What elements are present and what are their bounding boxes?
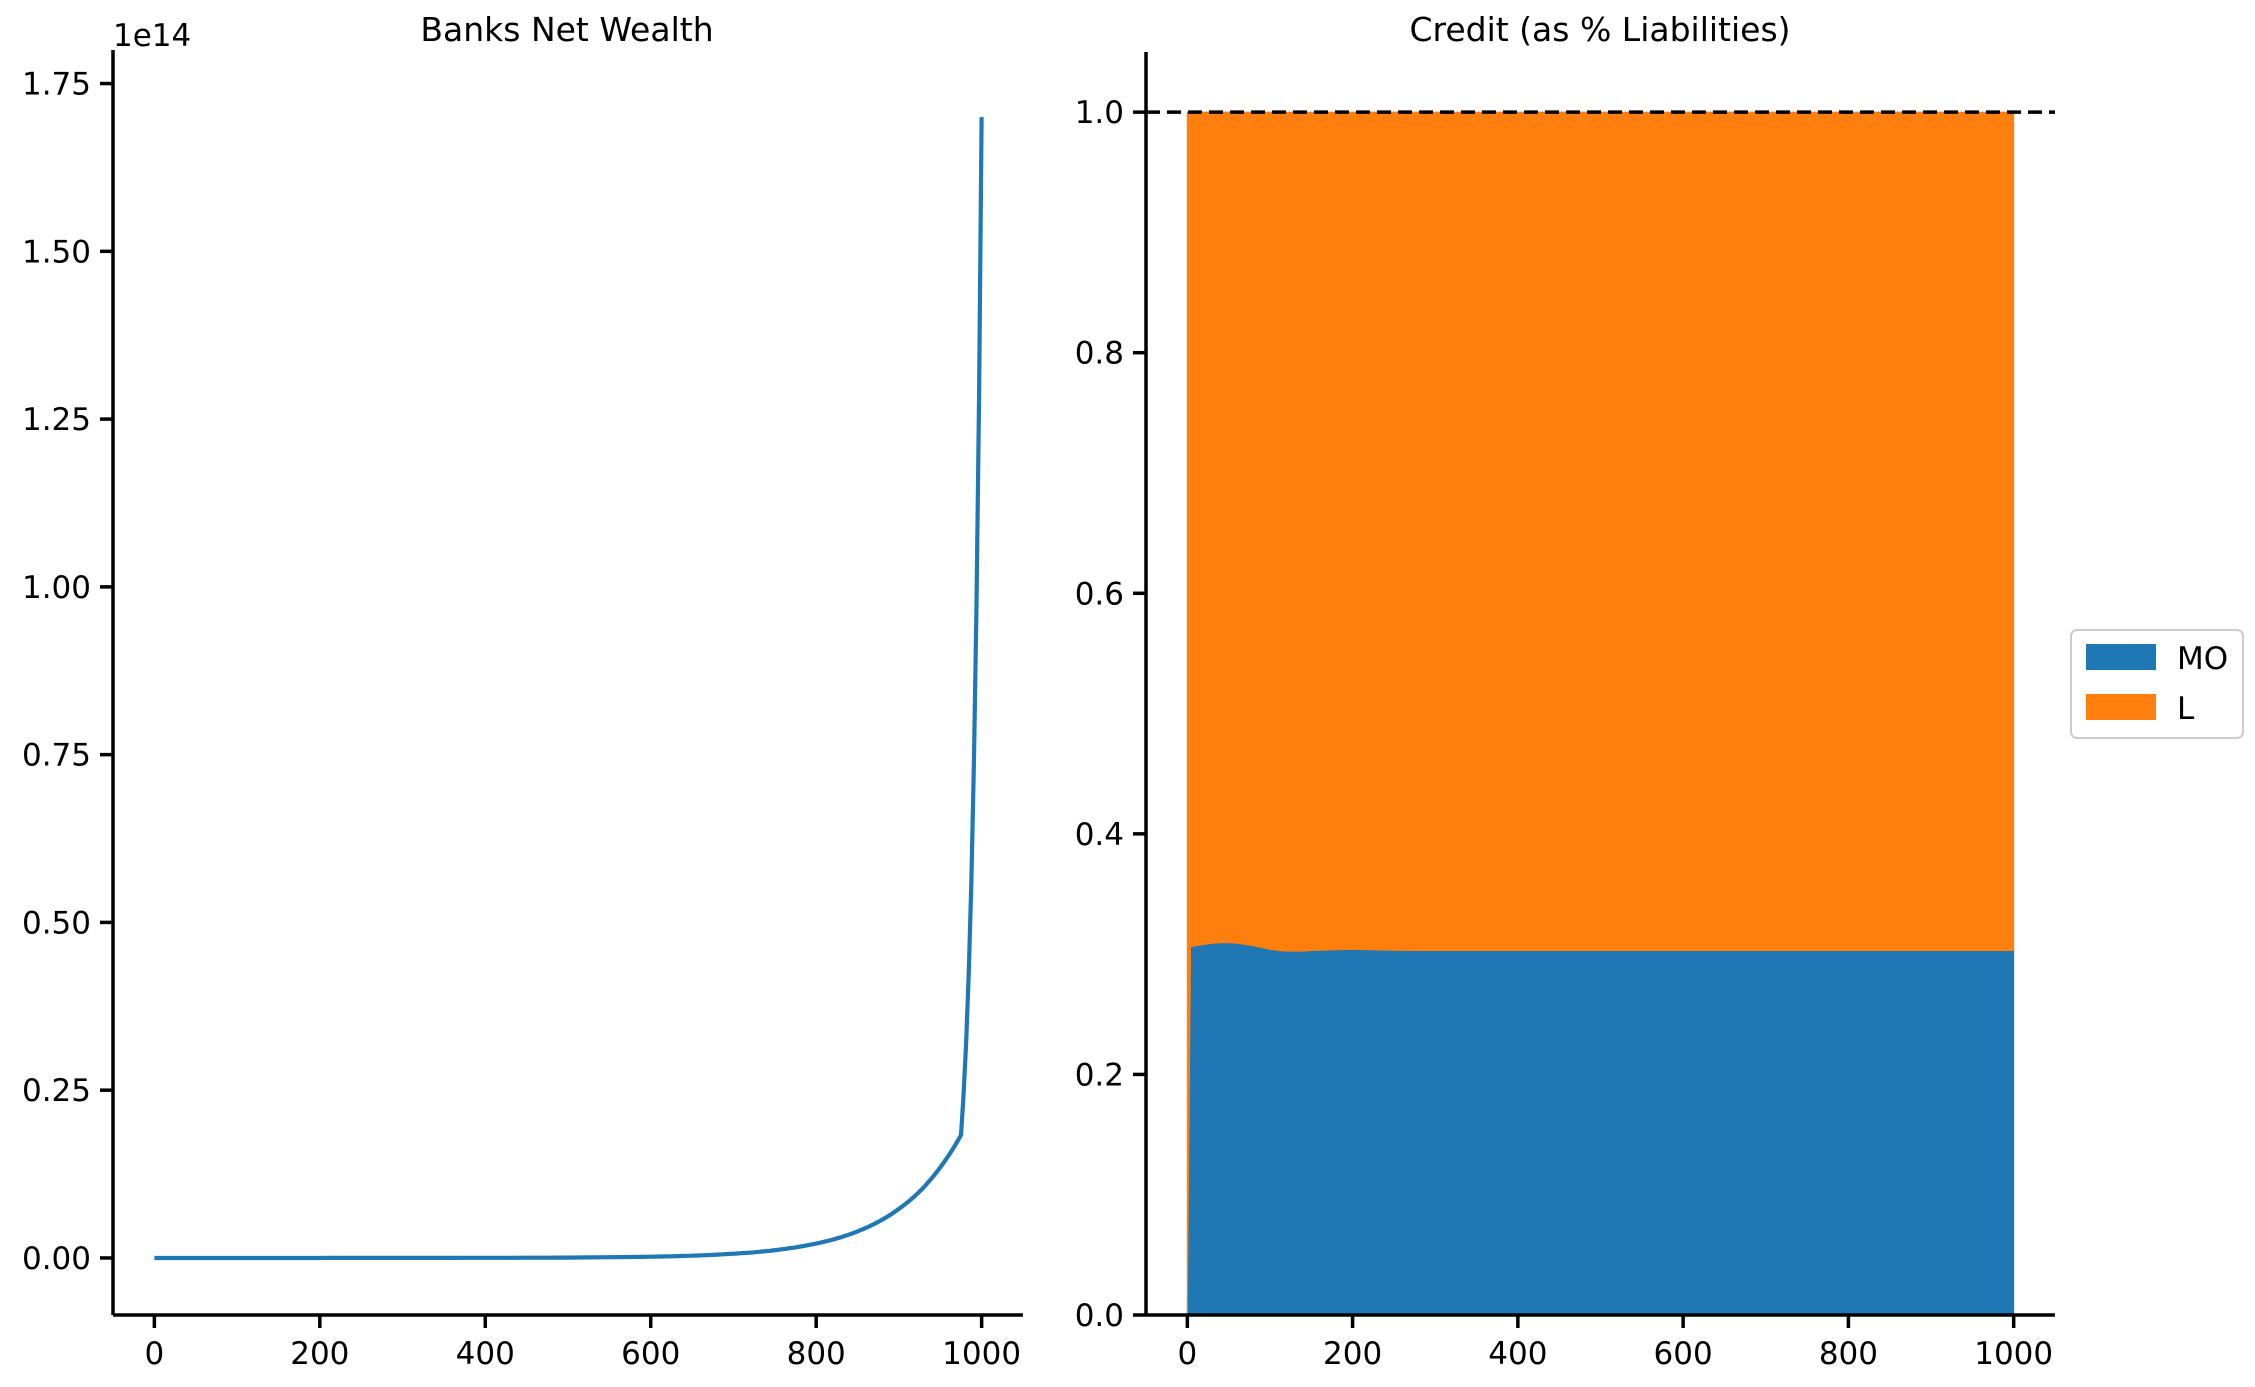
chart-banks-net-wealth: Banks Net Wealth 1e14 0 200 400 600 800 1000 …	[22, 10, 1023, 1372]
y-tick-label: 0.8	[1075, 336, 1124, 372]
legend-label-mo: MO	[2177, 641, 2228, 677]
x-axis-ticks: 0 200 400 600 800 1000	[1177, 1315, 2053, 1372]
y-tick-label: 0.75	[22, 738, 91, 774]
y-tick-label: 0.4	[1075, 817, 1124, 853]
y-tick-label: 0.0	[1075, 1298, 1124, 1334]
line-series-layer	[154, 117, 984, 1261]
x-tick-label: 400	[1488, 1336, 1547, 1372]
y-tick-label: 0.6	[1075, 576, 1124, 612]
x-tick-label: 800	[787, 1336, 846, 1372]
series-line	[154, 117, 984, 1261]
legend-swatch-l	[2086, 694, 2156, 720]
y-axis-ticks: 0.00 0.25 0.50 0.75 1.00 1.25 1.50 1.75	[22, 67, 113, 1277]
y-tick-label: 1.25	[22, 402, 91, 438]
legend-swatch-mo	[2086, 644, 2156, 670]
x-tick-label: 0	[1177, 1336, 1197, 1372]
y-tick-label: 1.0	[1075, 95, 1124, 131]
y-tick-label: 0.25	[22, 1073, 91, 1109]
area-band-mo	[1186, 942, 2015, 1316]
x-tick-label: 600	[1654, 1336, 1713, 1372]
x-tick-label: 1000	[1974, 1336, 2053, 1372]
legend: MO L	[2070, 629, 2244, 739]
y-tick-label: 0.2	[1075, 1057, 1124, 1093]
y-axis-offset-label: 1e14	[113, 18, 191, 54]
legend-label-l: L	[2177, 691, 2195, 727]
y-tick-label: 0.00	[22, 1241, 91, 1277]
x-axis-ticks: 0 200 400 600 800 1000	[144, 1315, 1021, 1372]
chart-title: Banks Net Wealth	[420, 10, 713, 49]
chart-credit-share: Credit (as % Liabilities) 0 200 400 600 800 1…	[1075, 10, 2055, 1372]
x-tick-label: 200	[290, 1336, 349, 1372]
x-tick-label: 800	[1819, 1336, 1878, 1372]
y-tick-label: 0.50	[22, 905, 91, 941]
x-tick-label: 200	[1323, 1336, 1382, 1372]
y-tick-label: 1.75	[22, 67, 91, 103]
x-tick-label: 600	[621, 1336, 680, 1372]
x-tick-label: 1000	[942, 1336, 1021, 1372]
y-tick-label: 1.50	[22, 234, 91, 270]
x-tick-label: 400	[456, 1336, 515, 1372]
chart-title: Credit (as % Liabilities)	[1409, 10, 1790, 49]
y-axis-ticks: 0.0 0.2 0.4 0.6 0.8 1.0	[1075, 95, 1146, 1334]
y-tick-label: 1.00	[22, 570, 91, 606]
x-tick-label: 0	[144, 1336, 164, 1372]
area-series-layer	[1186, 111, 2015, 1316]
